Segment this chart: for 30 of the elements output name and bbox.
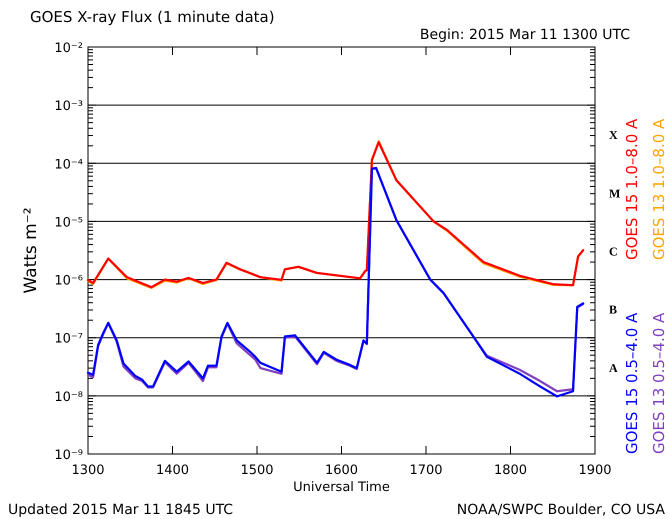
- y-axis-title: Watts m⁻²: [21, 207, 41, 294]
- y-tick-label: 10⁻⁹: [54, 448, 83, 463]
- text: A: [609, 360, 618, 375]
- text: GOES 15 0.5–4.0 A: [623, 312, 641, 454]
- text: GOES 13 1.0–8.0 A: [650, 118, 668, 260]
- text: NOAA/SWPC Boulder, CO USA: [456, 502, 666, 518]
- text: X: [609, 128, 618, 142]
- x-axis-title: Universal Time: [293, 480, 390, 495]
- y-tick-label: 10⁻⁴: [54, 157, 83, 172]
- text: B: [609, 302, 618, 317]
- text: M: [609, 186, 620, 200]
- text: GOES 13 0.5–4.0 A: [650, 312, 668, 454]
- x-tick-label: 1800: [494, 463, 528, 478]
- y-tick-label: 10⁻⁸: [54, 390, 83, 405]
- x-tick-label: 1700: [409, 463, 443, 478]
- x-tick-label: 1400: [156, 463, 190, 478]
- x-tick-label: 1300: [71, 463, 105, 478]
- x-tick-label: 1500: [240, 463, 274, 478]
- y-tick-label: 10⁻³: [54, 99, 83, 114]
- x-tick-label: 1900: [578, 463, 612, 478]
- text: GOES 15 1.0–8.0 A: [623, 118, 641, 260]
- text: Updated 2015 Mar 11 1845 UTC: [8, 502, 234, 518]
- x-tick-label: 1600: [324, 463, 358, 478]
- chart-subtitle: Begin: 2015 Mar 11 1300 UTC: [420, 27, 630, 43]
- y-tick-label: 10⁻²: [54, 41, 83, 56]
- text: C: [609, 244, 618, 258]
- y-tick-label: 10⁻⁶: [54, 274, 83, 289]
- y-tick-label: 10⁻⁵: [54, 215, 83, 230]
- y-tick-label: 10⁻⁷: [54, 332, 83, 347]
- chart-title: GOES X-ray Flux (1 minute data): [30, 8, 275, 26]
